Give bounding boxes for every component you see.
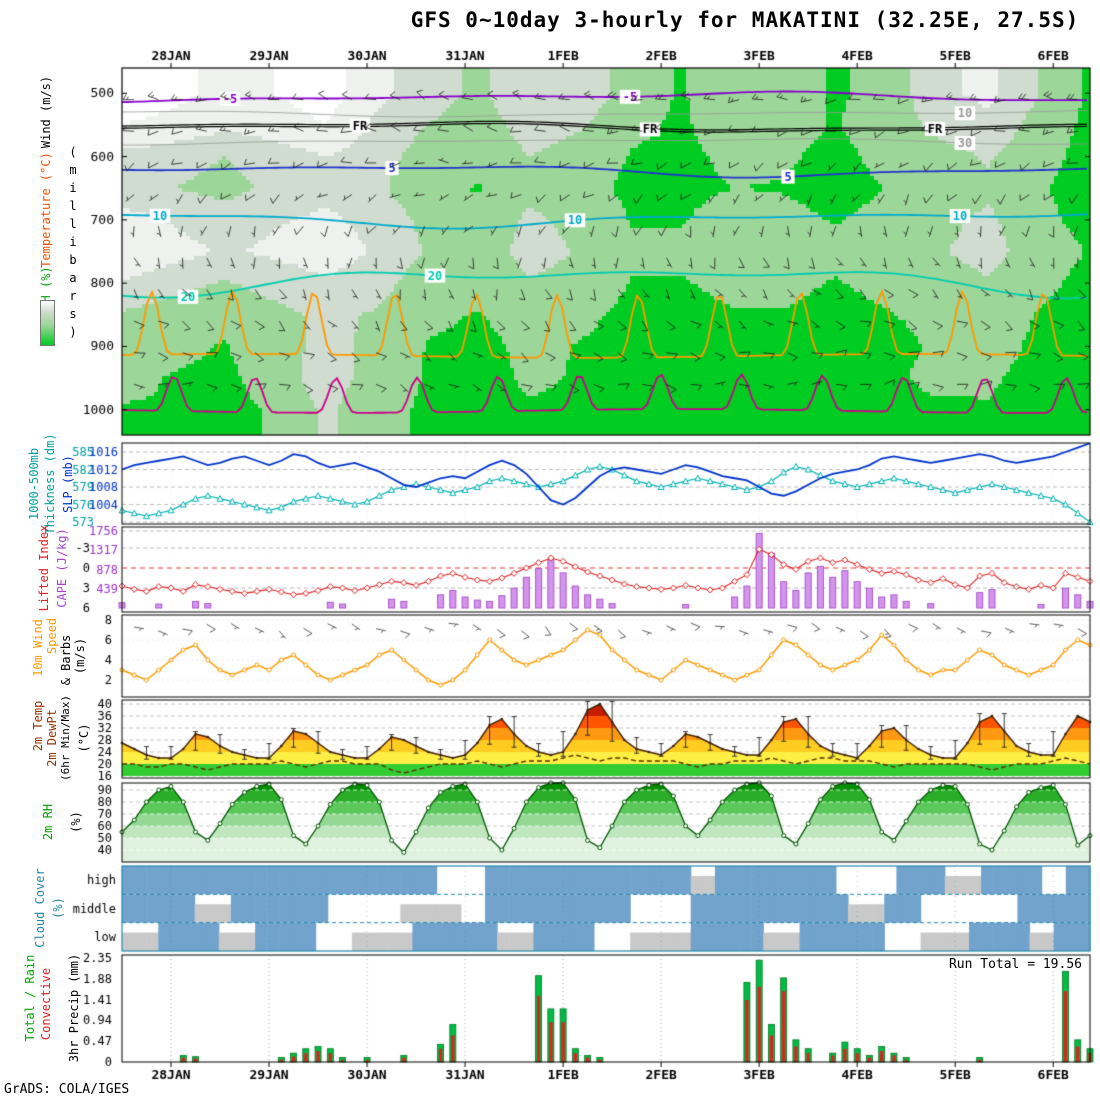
chart-title: GFS 0~10day 3-hourly for MAKATINI (32.25… <box>410 8 1080 32</box>
axis-title-minmax: (6hr Min/Max) <box>59 694 72 782</box>
grads-credit: GrADS: COLA/IGES <box>4 1082 130 1097</box>
axis-title-degc: (°C) <box>77 723 91 753</box>
axis-title-cloud-pct: (%) <box>51 897 65 919</box>
axis-title-slp: SLP (mb) <box>61 455 75 513</box>
rh-legend-strip <box>40 300 55 346</box>
axis-title-precip: 3hr Precip (mm) <box>67 953 81 1063</box>
axis-title-millibars: (millibars) <box>66 145 80 343</box>
axis-title-lifted-index: Lifted Index <box>37 524 51 612</box>
axis-title-convective: Convective <box>39 967 53 1041</box>
axis-title-wind10-4: (m/s) <box>73 637 87 675</box>
axis-title-rh2m: 2m RH <box>41 803 55 841</box>
axis-title-total-rain: Total / Rain <box>23 954 37 1042</box>
run-total-label: Run Total = 19.56 <box>948 957 1082 972</box>
axis-title-cloud-cover: Cloud Cover <box>33 868 47 948</box>
axis-title-thickness-1: 1000-500mb <box>27 447 41 521</box>
axis-title-cape: CAPE (J/kg) <box>55 528 69 608</box>
axis-title-rh2m-pct: (%) <box>69 811 83 833</box>
